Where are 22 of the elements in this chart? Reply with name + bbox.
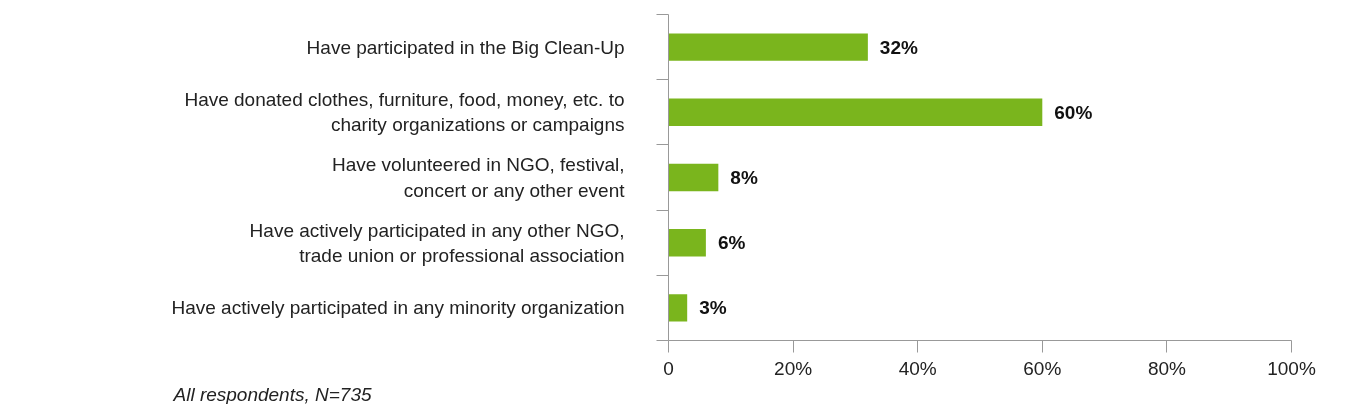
data-label: 8% <box>730 167 758 188</box>
x-tick-label: 0 <box>663 357 674 379</box>
y-tick-label: Have actively participated in any minority organization <box>171 297 625 319</box>
bar <box>668 163 719 192</box>
bar <box>668 33 868 61</box>
bar <box>668 294 688 322</box>
x-tick-label: 80% <box>1147 357 1187 379</box>
bar <box>668 229 706 257</box>
y-tick-label: Have volunteered in NGO, festival, concert or any other event <box>331 154 626 201</box>
data-label: 60% <box>1054 101 1093 123</box>
x-tick-label: 100% <box>1267 357 1316 379</box>
y-tick-label: Have participated in the Big Clean-Up <box>306 36 625 58</box>
data-label: 3% <box>699 297 727 319</box>
data-label: 32% <box>879 36 918 58</box>
x-tick-label: 40% <box>898 357 937 379</box>
x-tick-label: 60% <box>1023 357 1062 379</box>
x-tick-label: 20% <box>774 357 813 379</box>
bar <box>668 98 1043 126</box>
text: All respondents, N=735 <box>172 383 372 405</box>
y-tick-label: Have donated clothes, furniture, food, money, etc. to charity organizations or campaigns <box>184 89 625 136</box>
y-tick-label: Have actively participated in any other NGO, trade union or professional association <box>249 219 625 266</box>
data-label: 6% <box>717 232 746 254</box>
